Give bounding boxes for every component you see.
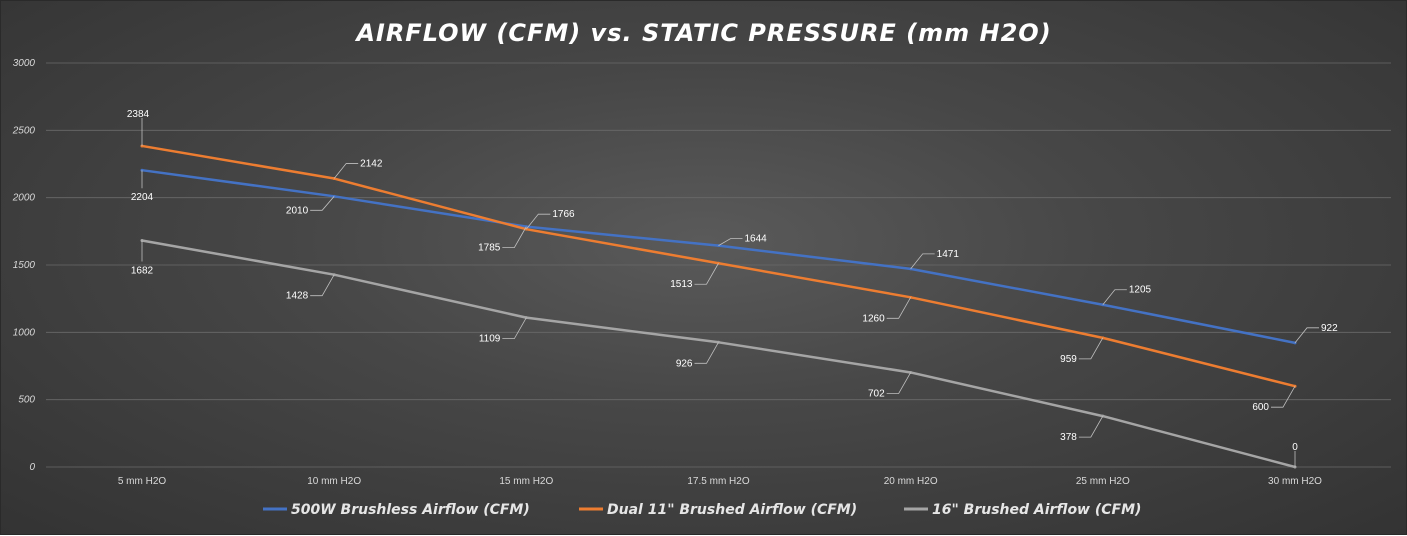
label-leader (310, 274, 335, 297)
label-leader (1078, 337, 1104, 360)
data-label: 2142 (360, 159, 383, 170)
label-leader (886, 372, 912, 394)
x-tick-label: 5 mm H2O (118, 476, 167, 487)
x-tick-label: 20 mm H2O (884, 476, 938, 487)
data-label: 1513 (670, 279, 693, 290)
legend-entry: 16" Brushed Airflow (CFM) (932, 502, 1141, 518)
data-labels: 2204 2010 1785 1644 1471 1205 922 2384 2142 1766 1… (127, 109, 1338, 467)
legend-entry: 500W Brushless Airflow (CFM) (291, 502, 530, 518)
series-line-1 (141, 144, 1296, 388)
data-label: 1471 (937, 249, 960, 260)
label-leader (310, 196, 335, 211)
data-label: 378 (1060, 432, 1077, 443)
data-label: 1766 (552, 209, 575, 220)
y-tick-label: 2000 (12, 193, 36, 204)
x-tick-label: 15 mm H2O (499, 476, 553, 487)
x-axis: 5 mm H2O 10 mm H2O 15 mm H2O 17.5 mm H2O 20 … (118, 476, 1322, 487)
y-tick-label: 1000 (13, 327, 36, 338)
y-axis: 0 500 1000 1500 2000 2500 3000 (12, 58, 36, 473)
label-leader (886, 297, 912, 319)
label-leader (1294, 327, 1319, 344)
data-label: 1785 (478, 243, 501, 254)
label-leader (502, 226, 527, 249)
x-tick-label: 25 mm H2O (1076, 476, 1130, 487)
y-tick-label: 0 (29, 462, 35, 473)
series-line-2 (141, 239, 1296, 469)
label-leader (718, 238, 743, 246)
y-tick-label: 2500 (12, 125, 36, 136)
grid (46, 62, 1391, 468)
data-label: 1260 (862, 313, 885, 324)
data-label: 2010 (286, 205, 309, 216)
chart-title: AIRFLOW (CFM) vs. STATIC PRESSURE (mm H2… (354, 19, 1051, 47)
legend-entry: Dual 11" Brushed Airflow (CFM) (607, 502, 857, 518)
label-leader (1271, 386, 1296, 408)
series-lines (140, 144, 1297, 469)
legend: 500W Brushless Airflow (CFM) Dual 11" Bru… (263, 502, 1141, 518)
y-tick-label: 1500 (13, 260, 36, 271)
data-label: 702 (868, 388, 885, 399)
data-label: 2384 (127, 109, 150, 120)
data-label: 959 (1060, 354, 1077, 365)
label-leader (1078, 415, 1104, 438)
label-leader (333, 163, 359, 179)
data-label: 1205 (1129, 285, 1152, 296)
data-label: 922 (1321, 323, 1338, 334)
x-tick-label: 30 mm H2O (1268, 476, 1322, 487)
data-label: 2204 (131, 192, 154, 203)
series-line-0 (141, 168, 1296, 345)
data-label: 1682 (131, 265, 154, 276)
label-leader (694, 342, 719, 364)
x-tick-label: 10 mm H2O (307, 476, 361, 487)
label-leader (694, 263, 719, 285)
data-label: 1644 (745, 234, 768, 245)
x-tick-label: 17.5 mm H2O (687, 476, 749, 487)
label-leader (526, 213, 551, 230)
data-label: 926 (676, 358, 693, 369)
label-leader (910, 253, 935, 270)
data-label: 1428 (286, 291, 309, 302)
data-label: 1109 (479, 334, 501, 345)
data-label: 600 (1252, 402, 1269, 413)
label-leader (1102, 289, 1127, 305)
y-tick-label: 500 (18, 395, 35, 406)
data-label: 0 (1292, 442, 1298, 453)
label-leader (502, 317, 527, 340)
y-tick-label: 3000 (13, 58, 36, 69)
